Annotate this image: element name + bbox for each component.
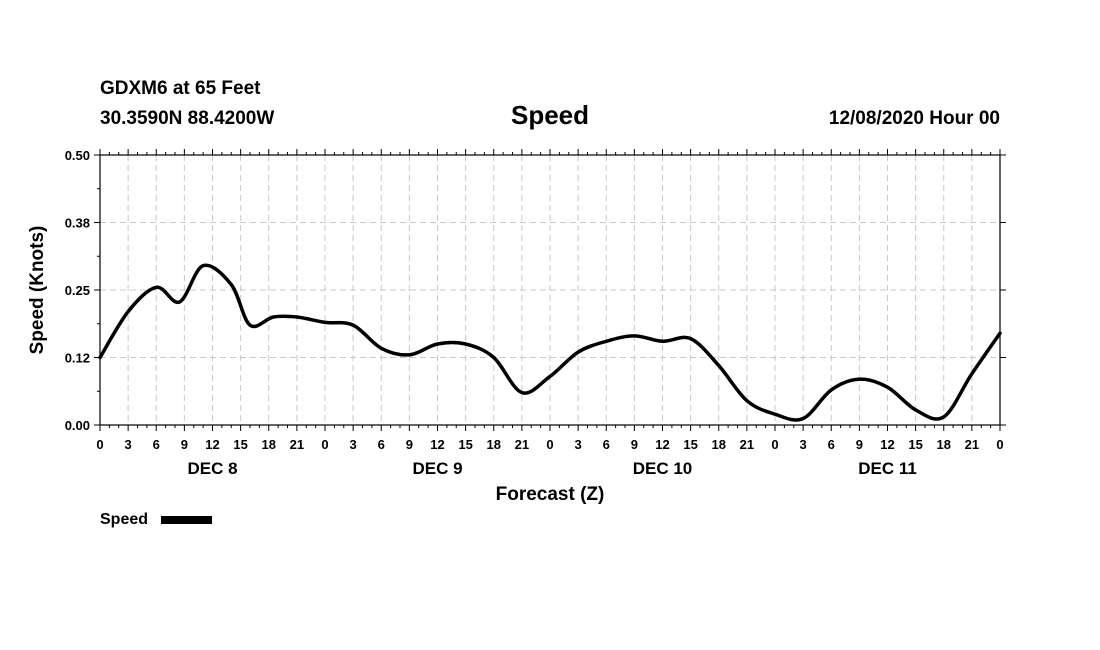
x-tick-label: 0 bbox=[771, 437, 778, 452]
x-tick-label: 15 bbox=[908, 437, 922, 452]
x-tick-label: 15 bbox=[233, 437, 247, 452]
x-tick-label: 21 bbox=[290, 437, 304, 452]
x-tick-label: 18 bbox=[262, 437, 276, 452]
coordinates-label: 30.3590N 88.4200W bbox=[100, 108, 274, 129]
x-tick-label: 9 bbox=[856, 437, 863, 452]
y-tick-label: 0.50 bbox=[65, 148, 90, 163]
y-tick-label: 0.12 bbox=[65, 351, 90, 366]
plot-frame bbox=[99, 154, 1001, 426]
legend-label: Speed bbox=[100, 511, 148, 528]
chart-title: Speed bbox=[511, 100, 589, 130]
grid-lines bbox=[100, 155, 1000, 425]
x-tick-label: 9 bbox=[631, 437, 638, 452]
day-label: DEC 9 bbox=[412, 459, 462, 478]
legend: Speed bbox=[100, 511, 212, 528]
legend-swatch bbox=[161, 516, 212, 524]
x-tick-label: 6 bbox=[153, 437, 160, 452]
series-line-speed bbox=[98, 263, 1002, 422]
day-label: DEC 10 bbox=[633, 459, 693, 478]
x-axis-tick-labels: 0 3 6 9 12 15 18 21 0 3 6 9 12 15 18 21 0 3 6 9 12 15 18 21 0 3 6 9… bbox=[96, 437, 1003, 452]
day-label: DEC 11 bbox=[858, 459, 917, 478]
y-axis-tick-labels: 0.00 0.12 0.25 0.38 0.50 bbox=[65, 148, 90, 433]
x-tick-label: 12 bbox=[430, 437, 444, 452]
x-tick-label: 0 bbox=[546, 437, 553, 452]
x-tick-label: 3 bbox=[800, 437, 807, 452]
y-tick-label: 0.25 bbox=[65, 283, 90, 298]
x-tick-label: 21 bbox=[515, 437, 529, 452]
y-tick-label: 0.38 bbox=[65, 216, 90, 231]
x-tick-label: 15 bbox=[683, 437, 697, 452]
run-date-label: 12/08/2020 Hour 00 bbox=[829, 108, 1000, 129]
x-tick-label: 3 bbox=[125, 437, 132, 452]
x-tick-label: 6 bbox=[603, 437, 610, 452]
y-tick-label: 0.00 bbox=[65, 418, 90, 433]
x-axis-label: Forecast (Z) bbox=[496, 484, 605, 505]
x-tick-label: 6 bbox=[828, 437, 835, 452]
x-tick-label: 18 bbox=[487, 437, 501, 452]
x-tick-label: 3 bbox=[575, 437, 582, 452]
station-label: GDXM6 at 65 Feet bbox=[100, 78, 261, 99]
x-tick-label: 12 bbox=[880, 437, 894, 452]
x-tick-label: 21 bbox=[740, 437, 754, 452]
x-tick-label: 9 bbox=[406, 437, 413, 452]
x-tick-label: 0 bbox=[321, 437, 328, 452]
x-tick-label: 15 bbox=[458, 437, 472, 452]
day-label: DEC 8 bbox=[187, 459, 237, 478]
x-tick-label: 18 bbox=[937, 437, 951, 452]
x-tick-label: 12 bbox=[205, 437, 219, 452]
x-tick-label: 18 bbox=[712, 437, 726, 452]
x-tick-label: 0 bbox=[996, 437, 1003, 452]
day-labels: DEC 8 DEC 9 DEC 10 DEC 11 bbox=[187, 459, 916, 478]
x-tick-label: 12 bbox=[655, 437, 669, 452]
x-tick-label: 3 bbox=[350, 437, 357, 452]
x-tick-label: 9 bbox=[181, 437, 188, 452]
x-tick-label: 0 bbox=[96, 437, 103, 452]
y-axis-label: Speed (Knots) bbox=[27, 226, 48, 355]
x-tick-label: 21 bbox=[965, 437, 979, 452]
x-tick-label: 6 bbox=[378, 437, 385, 452]
